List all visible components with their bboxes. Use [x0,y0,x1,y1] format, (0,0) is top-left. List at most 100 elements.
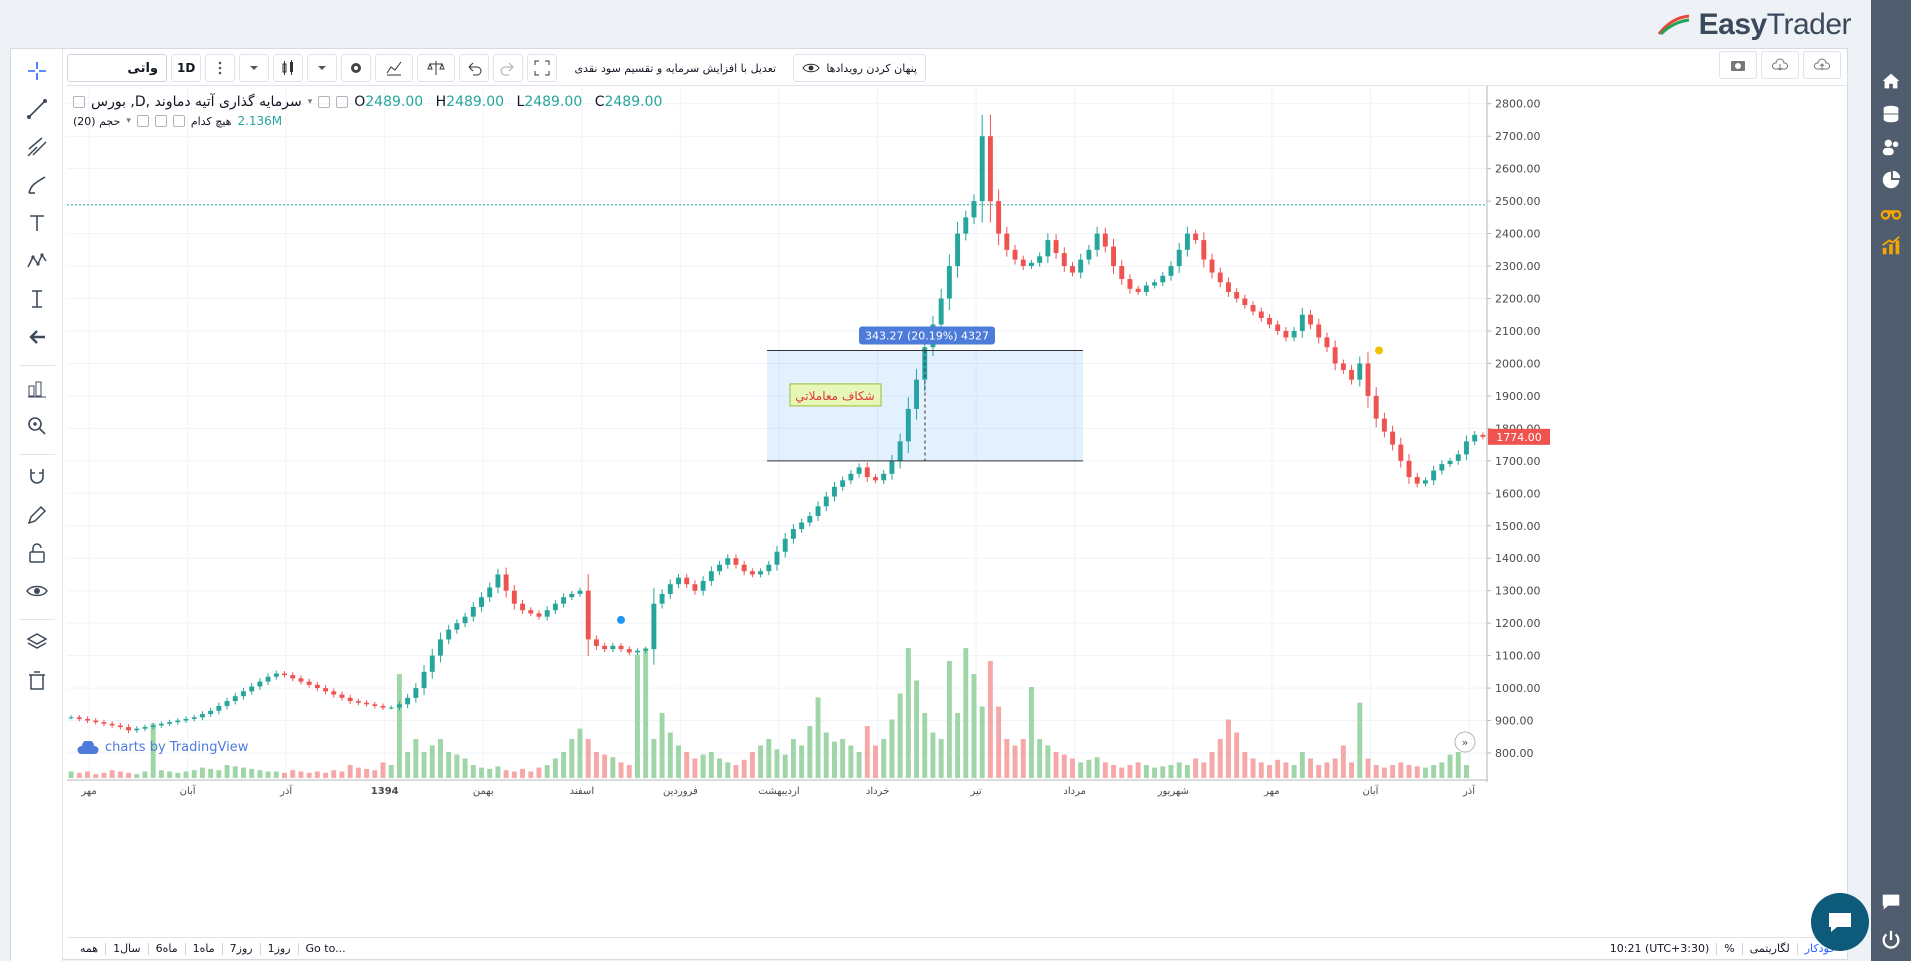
volume-bar [1127,765,1133,778]
unlock-icon[interactable] [17,537,57,569]
volume-bar [922,713,928,778]
chevron-down-icon[interactable]: ▾ [126,116,131,126]
range-1d[interactable]: 1روز [261,942,299,955]
candle-body [536,613,542,617]
chart-pane[interactable]: 2800.00 2700.00 2600.00 2500.00 2400.00 2300.… [67,85,1849,961]
candle-body [1086,249,1092,260]
cloud-download-icon[interactable] [1761,51,1799,79]
volume-bar [1094,757,1100,778]
volume-bar [610,757,616,778]
volume-bar [1332,758,1338,778]
support-chat-button[interactable] [1811,893,1869,951]
range-7d[interactable]: 7روز [223,942,261,955]
candle-body [635,650,640,653]
indicators-icon[interactable] [375,54,414,82]
volume-remove-icon[interactable] [172,115,185,127]
hide-series-icon[interactable] [318,96,331,108]
volume-hide-icon[interactable] [136,115,149,127]
database-icon[interactable] [1879,103,1903,125]
time-tick-label: مرداد [1063,786,1086,797]
trash-icon[interactable] [17,664,57,696]
binoculars-icon[interactable] [1879,202,1903,224]
chat-icon[interactable] [1879,891,1903,913]
chevron-down-icon[interactable] [307,54,338,82]
measure-icon[interactable] [17,283,57,315]
candle-body [790,529,796,539]
compare-scale-icon[interactable] [417,54,456,82]
cloud-upload-icon[interactable] [1803,51,1841,79]
people-icon[interactable] [1879,136,1903,158]
volume-bar [1258,762,1264,778]
hide-events-button[interactable]: پنهان کردن رویدادها [793,54,927,82]
candle-body [708,571,714,581]
fullscreen-icon[interactable] [527,54,558,82]
text-note: شکاف معاملاتي [795,389,874,403]
collapse-legend-icon[interactable] [73,96,85,108]
price-chart[interactable]: 2800.00 2700.00 2600.00 2500.00 2400.00 2300.… [67,86,1849,940]
adjust-dividends-toggle[interactable]: تعدیل با افزایش سرمایه و تقسیم سود نقدی [574,61,777,75]
timezone-label[interactable]: 10:21 (UTC+3:30) [1609,941,1710,955]
chevron-down-icon[interactable]: ▾ [307,97,313,107]
pitchfork-icon[interactable] [17,131,57,163]
long-position-icon[interactable] [17,372,57,404]
zoom-icon[interactable] [17,410,57,442]
volume-bar [1365,758,1371,778]
layers-icon[interactable] [17,626,57,658]
status-bar: همه 1سال 6ماه 1ماه 7روز 1روز Go to... 10… [67,937,1849,959]
candle-body [314,684,320,689]
pencil-lock-icon[interactable] [17,499,57,531]
undo-icon[interactable] [459,54,490,82]
candle-body [1291,330,1297,338]
candle-body [1431,470,1437,481]
series-legend: سرمایه گذاری آتیه دماوند ,D, بورس ▾ O248… [73,94,670,110]
range-6m[interactable]: 6ماه [149,942,186,955]
candle-body [552,603,558,611]
bar-chart-up-icon[interactable] [1879,235,1903,257]
candle-body [840,480,846,487]
range-1y[interactable]: 1سال [106,942,149,955]
eye-icon[interactable] [17,575,57,607]
candle-body [1225,282,1231,293]
candle-body [1472,434,1478,442]
more-intervals-icon[interactable] [205,54,236,82]
volume-bar [873,745,878,778]
settings-gear-icon[interactable] [341,54,372,82]
easytrader-logo[interactable]: EasyTrader [1657,6,1852,44]
back-arrow-icon[interactable] [17,321,57,353]
redo-icon[interactable] [493,54,524,82]
candle-body [1143,285,1149,293]
goto-date-button[interactable]: Go to... [305,941,346,955]
range-all[interactable]: همه [73,942,107,955]
series-settings-icon[interactable] [336,96,349,108]
candles-style-icon[interactable] [273,54,304,82]
percent-toggle[interactable]: % [1716,942,1741,955]
range-1m[interactable]: 1ماه [186,942,223,955]
volume-settings-icon[interactable] [154,115,167,127]
pie-chart-icon[interactable] [1879,169,1903,191]
volume-bar [216,770,222,778]
interval-button[interactable]: 1D [171,54,202,82]
candle-body [257,681,263,687]
volume-bar [429,745,435,778]
text-tool-icon[interactable] [17,207,57,239]
candle-body [1398,444,1404,461]
crosshair-icon[interactable] [17,55,57,87]
volume-bar [1308,758,1313,778]
pattern-icon[interactable] [17,245,57,277]
chevron-down-icon[interactable] [239,54,270,82]
camera-icon[interactable] [1719,51,1757,79]
log-scale-toggle[interactable]: لگاریتمی [1741,942,1797,955]
tradingview-credit[interactable]: charts by TradingView [77,740,248,755]
home-icon[interactable] [1879,70,1903,92]
volume-bar [273,771,279,778]
power-icon[interactable] [1879,929,1903,951]
volume-bar [199,767,205,778]
trend-line-icon[interactable] [17,93,57,125]
candle-body [158,723,164,726]
brush-icon[interactable] [17,169,57,201]
magnet-icon[interactable] [17,461,57,493]
last-price-label: 1774.00 [1496,431,1542,444]
candle-body [1308,314,1313,325]
volume-bar [93,774,99,778]
symbol-search-input[interactable]: واتی [67,54,167,82]
